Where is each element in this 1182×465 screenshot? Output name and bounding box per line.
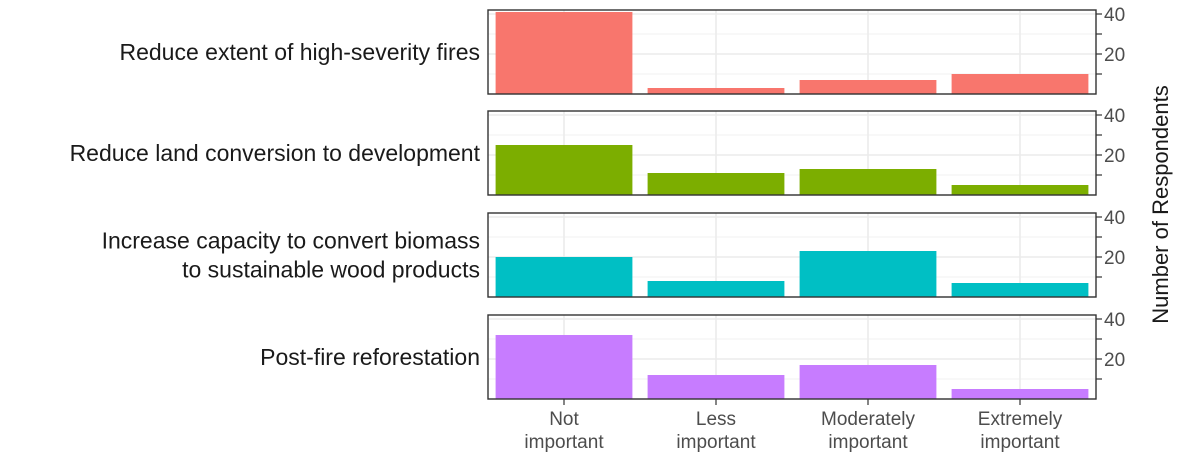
y-tick-label: 40 [1104, 208, 1125, 229]
bar [647, 88, 785, 94]
x-tick-label: Less [696, 409, 736, 430]
bar [951, 389, 1089, 399]
bar [799, 251, 937, 297]
bar [951, 185, 1089, 195]
bar [951, 74, 1089, 94]
bar [799, 80, 937, 94]
x-tick-label: important [980, 432, 1060, 453]
facet-label: Increase capacity to convert biomass [102, 228, 480, 254]
bar [799, 169, 937, 195]
bar [495, 335, 633, 399]
facet-label: Reduce land conversion to development [70, 140, 481, 166]
bar [647, 281, 785, 297]
y-tick-label: 20 [1104, 146, 1125, 167]
bar [951, 283, 1089, 297]
panel-border [487, 110, 1097, 196]
bar [495, 12, 633, 94]
bar [495, 145, 633, 195]
y-axis-title: Number of Respondents [1148, 85, 1173, 323]
y-tick-label: 20 [1104, 248, 1125, 269]
y-tick-label: 40 [1104, 310, 1125, 331]
x-tick-label: important [828, 432, 908, 453]
facet-label: to sustainable wood products [182, 257, 480, 283]
bar [495, 257, 633, 297]
x-tick-label: Extremely [978, 409, 1063, 430]
y-tick-label: 20 [1104, 350, 1125, 371]
panel-border [487, 212, 1097, 298]
panel-border [487, 9, 1097, 95]
y-tick-label: 20 [1104, 45, 1125, 66]
x-tick-label: important [524, 432, 604, 453]
x-tick-label: Not [549, 409, 579, 430]
bar [647, 375, 785, 399]
facet-label: Reduce extent of high-severity fires [119, 39, 480, 65]
panel-border [487, 314, 1097, 400]
bar [799, 365, 937, 399]
bar [647, 173, 785, 195]
x-tick-label: important [676, 432, 756, 453]
x-tick-label: Moderately [821, 409, 915, 430]
y-tick-label: 40 [1104, 106, 1125, 127]
facet-label: Post-fire reforestation [260, 344, 480, 370]
y-tick-label: 40 [1104, 5, 1125, 26]
